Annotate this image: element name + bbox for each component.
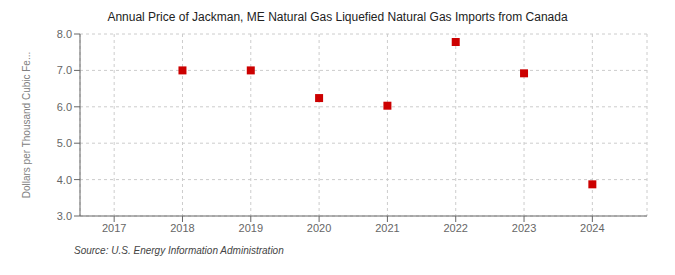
svg-text:5.0: 5.0 [57,137,72,149]
svg-text:2018: 2018 [170,222,194,234]
svg-text:2023: 2023 [512,222,536,234]
svg-text:2024: 2024 [580,222,604,234]
html-text:Source: U.S. Energy Informatio: Source: U.S. Energy Information Administ… [74,245,284,256]
svg-text:4.0: 4.0 [57,174,72,186]
svg-text:2017: 2017 [102,222,126,234]
svg-text:Dollars per Thousand Cubic Fe.: Dollars per Thousand Cubic Fe... [21,52,32,199]
svg-text:3.0: 3.0 [57,210,72,222]
html-text:Annual Price of Jackman, ME Na: Annual Price of Jackman, ME Natural Gas … [107,10,568,24]
svg-text:2019: 2019 [239,222,263,234]
svg-text:8.0: 8.0 [57,28,72,40]
svg-text:6.0: 6.0 [57,101,72,113]
svg-text:2020: 2020 [307,222,331,234]
svg-text:2022: 2022 [443,222,467,234]
svg-text:7.0: 7.0 [57,64,72,76]
svg-text:2021: 2021 [375,222,399,234]
